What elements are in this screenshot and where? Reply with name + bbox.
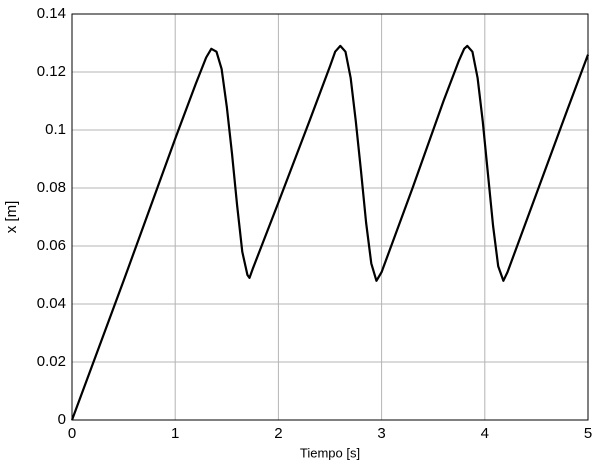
y-tick-label: 0.1 — [45, 121, 66, 138]
y-tick-label: 0.08 — [37, 179, 66, 196]
x-tick-label: 5 — [584, 425, 592, 442]
x-tick-label: 2 — [274, 425, 282, 442]
y-tick-label: 0.02 — [37, 353, 66, 370]
x-tick-label: 4 — [481, 425, 489, 442]
y-tick-label: 0.12 — [37, 63, 66, 80]
y-axis-label: x [m] — [3, 201, 20, 234]
y-tick-label: 0.04 — [37, 295, 66, 312]
x-tick-label: 1 — [171, 425, 179, 442]
y-tick-label: 0 — [58, 411, 66, 428]
plot-frame — [71, 13, 589, 421]
x-axis-label: Tiempo [s] — [300, 445, 360, 460]
y-tick-label: 0.06 — [37, 237, 66, 254]
x-tick-label: 3 — [377, 425, 385, 442]
data-line — [70, 44, 590, 421]
x-tick-label: 0 — [68, 425, 76, 442]
y-tick-label: 0.14 — [37, 5, 66, 22]
